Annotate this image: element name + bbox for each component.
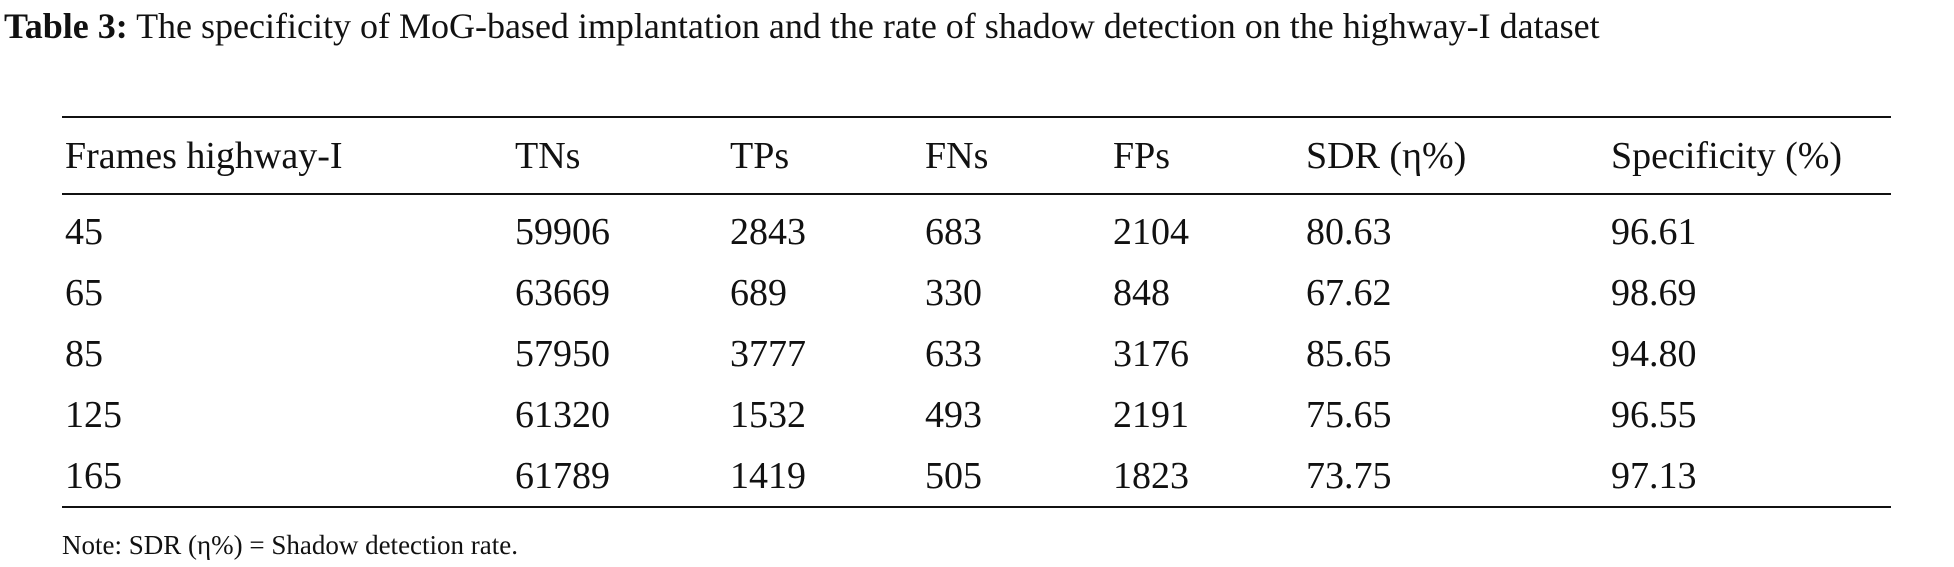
table-cell: 125 <box>65 393 122 436</box>
table-cell: 67.62 <box>1306 271 1392 314</box>
header-cell: FPs <box>1113 134 1171 177</box>
table-row: 65 63669 689 330 848 67.62 98.69 <box>62 262 1891 323</box>
table-row: 85 57950 3777 633 3176 85.65 94.80 <box>62 323 1891 384</box>
table-cell: 98.69 <box>1611 271 1697 314</box>
table-cell: 505 <box>925 454 982 497</box>
header-row: Frames highway-I TNs TPs FNs FPs SDR (η%) Spec… <box>62 117 1891 194</box>
table-cell: 165 <box>65 454 122 497</box>
table-cell: 1823 <box>1113 454 1189 497</box>
table-note: Note: SDR (η%) = Shadow detection rate. <box>62 530 518 560</box>
table-cell: 75.65 <box>1306 393 1392 436</box>
caption-text: The specificity of MoG-based implantatio… <box>136 6 1600 46</box>
table-cell: 2843 <box>730 210 806 253</box>
table-cell: 96.55 <box>1611 393 1697 436</box>
table-cell: 61320 <box>515 393 610 436</box>
table-cell: 493 <box>925 393 982 436</box>
table-cell: 85.65 <box>1306 332 1392 375</box>
header-cell: SDR (η%) <box>1306 134 1467 177</box>
table-cell: 1419 <box>730 454 806 497</box>
table-cell: 96.61 <box>1611 210 1697 253</box>
table-cell: 45 <box>65 210 103 253</box>
table-cell: 97.13 <box>1611 454 1697 497</box>
table-cell: 3176 <box>1113 332 1189 375</box>
table-cell: 330 <box>925 271 982 314</box>
data-table: Frames highway-I TNs TPs FNs FPs SDR (η%) Spec… <box>62 116 1891 508</box>
table-cell: 633 <box>925 332 982 375</box>
header-cell: TPs <box>730 134 790 177</box>
table-cell: 63669 <box>515 271 610 314</box>
table-cell: 85 <box>65 332 103 375</box>
table-row: 125 61320 1532 493 2191 75.65 96.55 <box>62 384 1891 445</box>
table-header: Frames highway-I TNs TPs FNs FPs SDR (η%) Spec… <box>62 117 1891 194</box>
table-cell: 59906 <box>515 210 610 253</box>
table-row: 165 61789 1419 505 1823 73.75 97.13 <box>62 445 1891 507</box>
table-cell: 61789 <box>515 454 610 497</box>
table-cell: 2104 <box>1113 210 1189 253</box>
header-cell: Frames highway-I <box>65 134 343 177</box>
table-cell: 848 <box>1113 271 1170 314</box>
table-cell: 65 <box>65 271 103 314</box>
header-cell: TNs <box>515 134 581 177</box>
header-cell: Specificity (%) <box>1611 134 1843 177</box>
table-body: 45 59906 2843 683 2104 80.63 96.61 65 63669 689 33… <box>62 194 1891 507</box>
table-cell: 94.80 <box>1611 332 1697 375</box>
table-cell: 2191 <box>1113 393 1189 436</box>
table-cell: 689 <box>730 271 787 314</box>
caption: Table 3: The specificity of MoG-based im… <box>4 2 1950 50</box>
table-cell: 73.75 <box>1306 454 1392 497</box>
caption-label: Table 3: <box>4 6 128 46</box>
header-cell: FNs <box>925 134 989 177</box>
table-row: 45 59906 2843 683 2104 80.63 96.61 <box>62 194 1891 262</box>
table-cell: 683 <box>925 210 982 253</box>
table-cell: 1532 <box>730 393 806 436</box>
table-cell: 57950 <box>515 332 610 375</box>
table-cell: 3777 <box>730 332 806 375</box>
table-cell: 80.63 <box>1306 210 1392 253</box>
